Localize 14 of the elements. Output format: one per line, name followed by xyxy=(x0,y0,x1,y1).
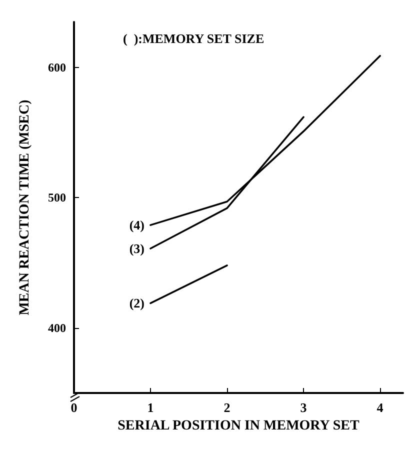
x-tick-label: 4 xyxy=(376,400,384,415)
y-tick-label: 600 xyxy=(48,60,66,75)
x-tick-label: 0 xyxy=(70,400,78,415)
series-label: (2) xyxy=(129,296,145,311)
x-tick-label: 2 xyxy=(224,400,230,415)
x-axis-title: SERIAL POSITION IN MEMORY SET xyxy=(118,418,360,434)
x-tick-label: 3 xyxy=(300,400,308,415)
series-label: (3) xyxy=(129,241,145,256)
y-axis-title: MEAN REACTION TIME (MSEC) xyxy=(18,99,32,316)
annotation: ( ):MEMORY SET SIZE xyxy=(123,31,264,46)
y-tick-label: 500 xyxy=(48,190,66,205)
x-tick-label: 1 xyxy=(147,400,154,415)
y-tick-label: 400 xyxy=(48,320,66,335)
series-label: (4) xyxy=(129,218,145,233)
